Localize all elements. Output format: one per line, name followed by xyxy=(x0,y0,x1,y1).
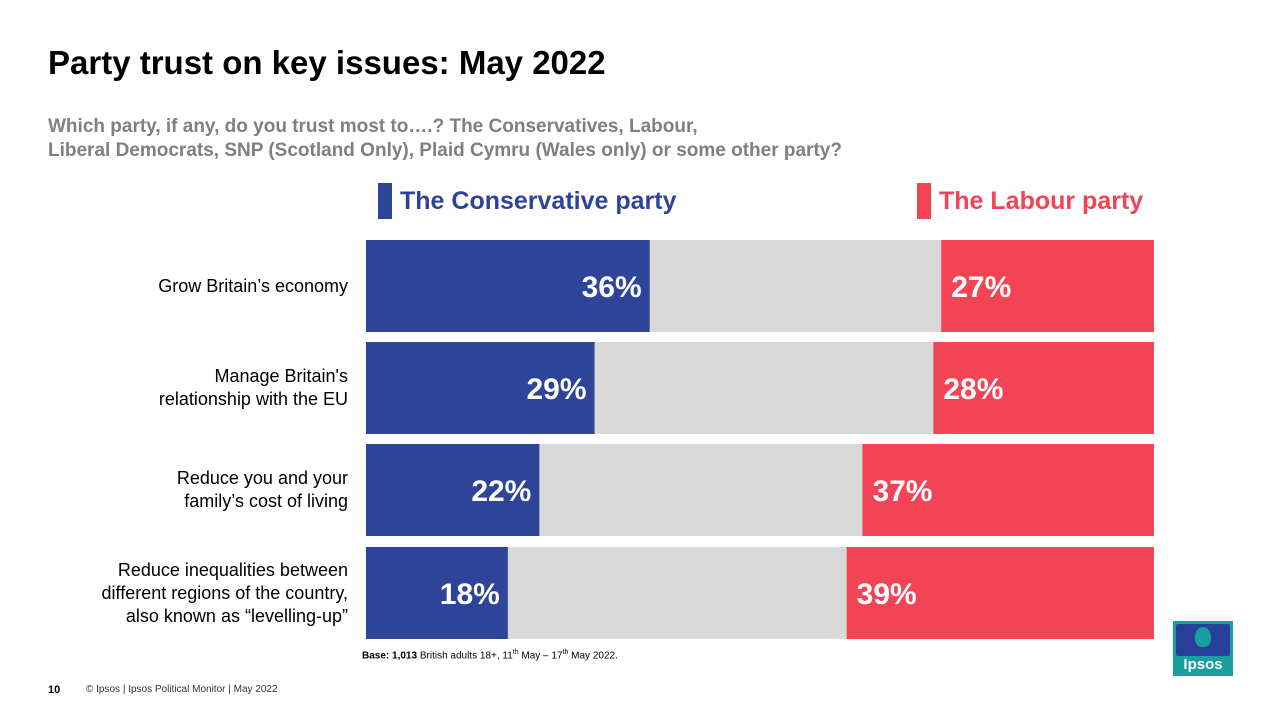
base-sup-1: th xyxy=(512,649,519,656)
legend-labour: The Labour party xyxy=(917,183,1143,219)
row-label-text-0: Grow Britain’s economy xyxy=(158,275,348,298)
base-bold: Base: xyxy=(362,650,390,662)
row-label-text-1: Manage Britain's relationship with the EU xyxy=(159,365,348,411)
data-label-conservative-3: 18% xyxy=(440,578,500,611)
data-label-conservative-0: 36% xyxy=(582,271,642,304)
row-label-text-3: Reduce inequalities between different reg… xyxy=(102,559,348,628)
legend-swatch-labour xyxy=(917,183,931,219)
row-label-line: Manage Britain's xyxy=(214,366,348,386)
data-label-labour-1: 28% xyxy=(943,373,1003,406)
row-label-text-2: Reduce you and your family’s cost of livi… xyxy=(177,467,348,513)
row-label-line: Grow Britain’s economy xyxy=(158,275,348,296)
legend-conservative: The Conservative party xyxy=(378,183,677,219)
subtitle-line-1: Which party, if any, do you trust most t… xyxy=(48,116,698,137)
base-count: 1,013 xyxy=(392,650,418,662)
data-label-labour-0: 27% xyxy=(951,271,1011,304)
row-label-line: different regions of the country, xyxy=(101,582,348,603)
page-number: 10 xyxy=(48,684,61,696)
bar-conservative-2 xyxy=(366,444,540,536)
ipsos-logo-head-icon xyxy=(1195,627,1211,647)
data-label-labour-3: 39% xyxy=(857,578,917,611)
bar-conservative-3 xyxy=(366,547,508,639)
bar-labour-0 xyxy=(941,240,1154,332)
bar-labour-3 xyxy=(846,547,1154,639)
row-label-1: Manage Britain's relationship with the EU xyxy=(40,342,348,434)
question-subtitle: Which party, if any, do you trust most t… xyxy=(48,115,1048,163)
row-label-0: Grow Britain’s economy xyxy=(40,240,348,332)
legend-swatch-conservative xyxy=(378,183,392,219)
base-sup-2: th xyxy=(562,649,569,656)
subtitle-line-2: Liberal Democrats, SNP (Scotland Only), … xyxy=(48,140,842,161)
base-text: British adults 18+, 11 xyxy=(417,650,513,662)
legend-label-conservative: The Conservative party xyxy=(400,186,677,215)
page-title: Party trust on key issues: May 2022 xyxy=(48,44,606,81)
bar-labour-2 xyxy=(862,444,1154,536)
row-label-line: family’s cost of living xyxy=(184,491,348,511)
row-label-line: Reduce inequalities between xyxy=(117,559,348,580)
row-label-line: Reduce you and your xyxy=(176,468,348,488)
legend-label-labour: The Labour party xyxy=(939,186,1144,215)
base-end: May 2022. xyxy=(568,650,618,662)
data-label-conservative-1: 29% xyxy=(526,373,586,406)
ipsos-logo-text: Ipsos xyxy=(1183,656,1223,673)
data-label-conservative-2: 22% xyxy=(471,475,531,508)
bar-conservative-1 xyxy=(366,342,595,434)
bar-labour-1 xyxy=(933,342,1154,434)
row-label-2: Reduce you and your family’s cost of livi… xyxy=(40,444,348,536)
base-mid: May – 17 xyxy=(518,650,563,662)
ipsos-logo: Ipsos xyxy=(1173,621,1233,676)
base-note: Base: 1,013 British adults 18+, 11th May… xyxy=(362,649,618,661)
footer-copyright: © Ipsos | Ipsos Political Monitor | May … xyxy=(86,684,278,695)
data-label-labour-2: 37% xyxy=(872,475,932,508)
row-label-line: relationship with the EU xyxy=(158,389,348,409)
row-label-line: also known as “levelling-up” xyxy=(125,605,348,626)
row-label-3: Reduce inequalities between different reg… xyxy=(40,547,348,639)
bar-conservative-0 xyxy=(366,240,650,332)
